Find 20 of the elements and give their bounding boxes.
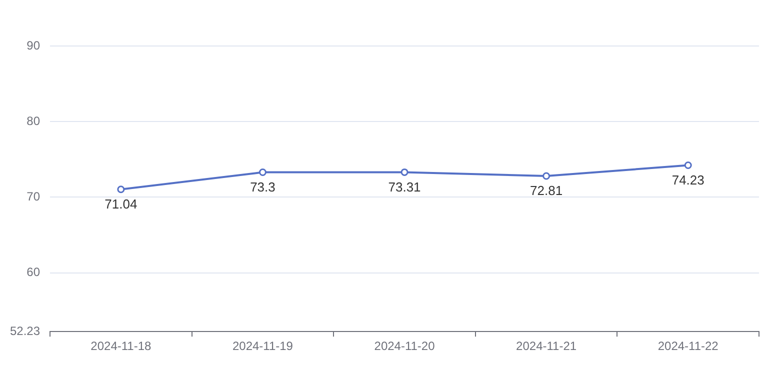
x-tick-label: 2024-11-19 xyxy=(232,339,294,354)
y-tick-label: 60 xyxy=(26,265,40,280)
point xyxy=(117,186,125,194)
x-tick-label: 2024-11-22 xyxy=(658,339,719,354)
y-tick-label: 70 xyxy=(26,190,40,204)
y-tick-label: 52.23 xyxy=(10,324,40,338)
point xyxy=(258,168,266,176)
x-tick-label: 2024-11-20 xyxy=(374,339,436,354)
data-label: 74.23 xyxy=(672,172,704,188)
data-label: 72.81 xyxy=(530,183,563,198)
x-tick-label: 2024-11-21 xyxy=(516,339,577,354)
data-label: 73.3 xyxy=(250,179,276,194)
point xyxy=(400,168,408,176)
x-tick-label: 2024-11-18 xyxy=(90,339,152,354)
point xyxy=(542,172,550,180)
y-tick-label: 80 xyxy=(26,114,40,128)
data-label: 73.31 xyxy=(388,179,421,194)
data-label: 71.04 xyxy=(104,196,138,212)
point xyxy=(684,161,692,169)
y-tick-label: 90 xyxy=(26,38,40,52)
